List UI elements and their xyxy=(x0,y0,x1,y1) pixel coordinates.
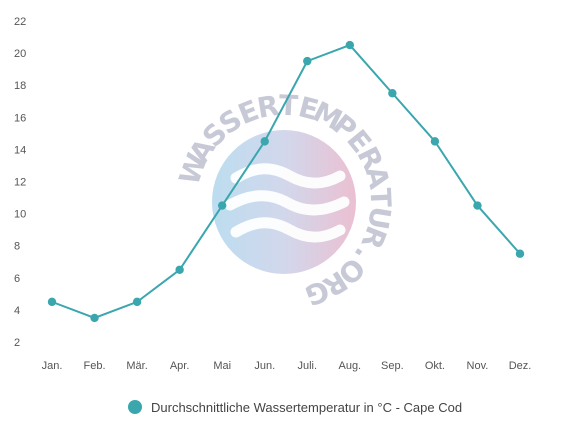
y-axis: 22 20 18 16 14 12 10 8 6 4 2 xyxy=(14,16,26,349)
data-point[interactable] xyxy=(175,265,184,274)
y-tick-label: 20 xyxy=(14,48,26,60)
x-tick-label: Mär. xyxy=(126,360,147,372)
legend-label: Durchschnittliche Wassertemperatur in °C… xyxy=(151,400,462,415)
y-tick-label: 4 xyxy=(14,305,20,317)
series-line xyxy=(51,44,521,319)
data-point[interactable] xyxy=(430,137,440,146)
x-tick-label: Nov. xyxy=(467,360,489,372)
y-tick-label: 12 xyxy=(14,177,26,189)
data-point[interactable] xyxy=(217,201,227,210)
x-tick-label: Okt. xyxy=(425,360,445,372)
data-point[interactable] xyxy=(388,89,397,98)
y-tick-label: 16 xyxy=(14,112,26,124)
y-tick-label: 2 xyxy=(14,337,20,349)
watermark-letter: T xyxy=(278,89,299,123)
y-tick-label: 10 xyxy=(14,209,26,221)
y-tick-label: 14 xyxy=(14,144,26,156)
x-tick-label: Dez. xyxy=(509,360,532,372)
data-point[interactable] xyxy=(90,313,99,323)
x-tick-label: Aug. xyxy=(338,360,361,372)
x-axis: Jan. Feb. Mär. Apr. Mai Jun. Juli. Aug. Sep. Okt.… xyxy=(42,360,532,372)
data-point[interactable] xyxy=(132,297,142,307)
data-point[interactable] xyxy=(473,201,482,210)
y-tick-label: 8 xyxy=(14,241,20,253)
data-point[interactable] xyxy=(47,297,57,307)
data-point[interactable] xyxy=(345,40,355,50)
x-tick-label: Apr. xyxy=(170,360,190,372)
x-tick-label: Mai xyxy=(213,360,231,372)
watermark-letter: U xyxy=(361,204,397,232)
legend[interactable]: Durchschnittliche Wassertemperatur in °C… xyxy=(128,400,462,415)
y-tick-label: 6 xyxy=(14,273,20,285)
data-point[interactable] xyxy=(303,56,312,66)
x-tick-label: Jan. xyxy=(42,360,63,372)
x-tick-label: Juli. xyxy=(297,360,317,372)
watermark-letter: T xyxy=(363,187,397,208)
x-tick-label: Jun. xyxy=(254,360,275,372)
data-point[interactable] xyxy=(260,137,269,146)
y-tick-label: 22 xyxy=(14,16,26,28)
watermark-waves xyxy=(224,163,350,243)
data-point[interactable] xyxy=(515,249,525,258)
x-tick-label: Feb. xyxy=(84,360,106,372)
y-tick-label: 18 xyxy=(14,80,26,92)
x-tick-label: Sep. xyxy=(381,360,404,372)
series-layer xyxy=(47,40,525,323)
legend-marker xyxy=(128,400,142,414)
